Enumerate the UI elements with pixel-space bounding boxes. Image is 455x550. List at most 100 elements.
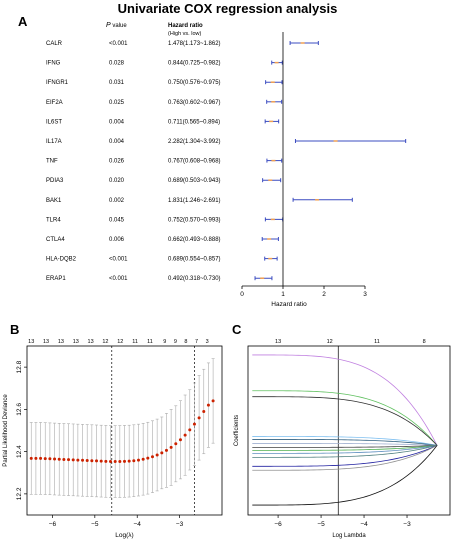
hazard-ratio-header: Hazard ratio — [168, 23, 203, 29]
x-tick-label: −6 — [274, 521, 282, 528]
deviance-point — [62, 457, 66, 461]
lambda-deviance-plot: −6 −5 −4 −3 12.2 12.4 12.6 12.8 13 13 13 13 13 12 12 11… — [3, 339, 223, 539]
top-count-label: 9 — [163, 339, 166, 345]
x-tick-label: −6 — [49, 521, 57, 528]
x-axis-label: Hazard ratio — [271, 301, 307, 308]
row-gene-label: TLR4 — [46, 217, 61, 223]
top-count-label: 12 — [102, 339, 108, 345]
top-count-label: 13 — [58, 339, 64, 345]
top-count-label: 11 — [147, 339, 153, 345]
x-tick-label: 1 — [281, 291, 285, 298]
x-axis-label: Log Lambda — [332, 533, 366, 539]
row-p-value: <0.001 — [109, 257, 128, 263]
y-tick-label: 12.2 — [16, 487, 23, 500]
deviance-point — [85, 458, 89, 462]
deviance-point — [53, 457, 57, 461]
row-hr-text: 1.831(1.246~2.691) — [168, 198, 221, 204]
row-hr-text: 2.282(1.304~3.992) — [168, 139, 221, 145]
row-hr-text: 0.492(0.318~0.730) — [168, 276, 221, 282]
row-gene-label: TNF — [46, 159, 58, 165]
p-value-header-p: P — [106, 22, 111, 29]
top-count-label: 3 — [206, 339, 209, 345]
deviance-point — [81, 458, 85, 462]
top-count-label: 8 — [423, 339, 426, 345]
y-tick-label: 12.8 — [16, 360, 23, 373]
row-gene-label: CTLA4 — [46, 237, 65, 243]
top-count-label: 13 — [43, 339, 49, 345]
deviance-point — [155, 453, 159, 457]
coefficient-path — [252, 445, 438, 448]
top-count-label: 13 — [275, 339, 281, 345]
row-gene-label: IL17A — [46, 139, 62, 145]
row-hr-text: 1.478(1.173~1.862) — [168, 41, 221, 47]
row-p-value: 0.028 — [109, 61, 125, 67]
coefficient-path — [252, 445, 438, 454]
row-p-value: 0.004 — [109, 139, 125, 145]
deviance-point — [104, 459, 108, 463]
deviance-point — [109, 460, 113, 464]
top-count-label: 13 — [28, 339, 34, 345]
x-tick-label: −5 — [91, 521, 99, 528]
deviance-point — [123, 459, 126, 463]
row-p-value: <0.001 — [109, 41, 128, 47]
y-axis-label: Coefficients — [234, 415, 240, 446]
deviance-point — [146, 456, 150, 460]
row-hr-text: 0.711(0.565~0.894) — [168, 119, 220, 125]
deviance-point — [127, 459, 131, 463]
coefficient-path — [252, 445, 438, 471]
deviance-point — [183, 433, 187, 437]
top-count-label: 12 — [327, 339, 333, 345]
deviance-point — [202, 409, 206, 413]
deviance-point — [39, 456, 43, 460]
coefficient-path — [252, 439, 438, 446]
coefficient-path — [252, 390, 438, 446]
deviance-point — [174, 442, 178, 446]
deviance-point — [43, 457, 47, 461]
x-tick-label: −3 — [403, 521, 411, 528]
row-p-value: 0.006 — [109, 237, 125, 243]
row-p-value: 0.026 — [109, 159, 125, 165]
x-tick-label: −5 — [317, 521, 325, 528]
panel-b-letter: B — [10, 322, 20, 337]
y-tick-label: 12.6 — [16, 403, 23, 416]
top-count-label: 13 — [73, 339, 79, 345]
coefficient-path-plot: −6 −5 −4 −3 13 12 11 8 Log Lambda Coefficients — [234, 339, 451, 539]
deviance-point — [67, 458, 71, 462]
top-count-label: 11 — [132, 339, 138, 345]
row-gene-label: PDIA3 — [46, 178, 64, 184]
row-p-value: 0.045 — [109, 217, 125, 223]
row-hr-text: 0.767(0.608~0.968) — [168, 159, 221, 165]
row-p-value: 0.031 — [109, 80, 125, 86]
top-count-label: 11 — [374, 339, 380, 345]
coefficient-path — [252, 445, 438, 506]
coefficient-path — [252, 443, 438, 446]
x-tick-label: −4 — [134, 521, 142, 528]
coefficient-path — [252, 396, 438, 446]
coefficient-path — [252, 445, 438, 458]
row-gene-label: ERAP1 — [46, 276, 66, 282]
row-gene-label: EIF2A — [46, 100, 63, 106]
row-hr-text: 0.662(0.493~0.888) — [168, 237, 221, 243]
deviance-point — [206, 403, 210, 407]
deviance-point — [211, 399, 215, 403]
panel-c-letter: C — [232, 322, 242, 337]
deviance-point — [113, 460, 117, 464]
deviance-point — [57, 457, 61, 461]
p-value-header-rest: value — [111, 23, 128, 29]
plot-frame — [247, 345, 451, 516]
row-p-value: 0.020 — [109, 178, 125, 184]
y-axis-label: Partial Likelihood Deviance — [3, 394, 9, 467]
deviance-point — [90, 459, 94, 463]
hazard-ratio-subheader: (High vs. low) — [168, 31, 201, 37]
x-tick-label: −4 — [360, 521, 368, 528]
deviance-point — [197, 416, 201, 420]
deviance-point — [29, 456, 33, 460]
row-hr-text: 0.763(0.602~0.967) — [168, 100, 221, 106]
row-gene-label: CALR — [46, 41, 63, 47]
top-count-label: 8 — [184, 339, 187, 345]
top-count-label: 9 — [174, 339, 177, 345]
coefficient-path — [252, 445, 438, 451]
plot-frame — [26, 345, 223, 516]
deviance-point — [150, 455, 154, 459]
y-tick-label: 12.4 — [16, 445, 23, 458]
